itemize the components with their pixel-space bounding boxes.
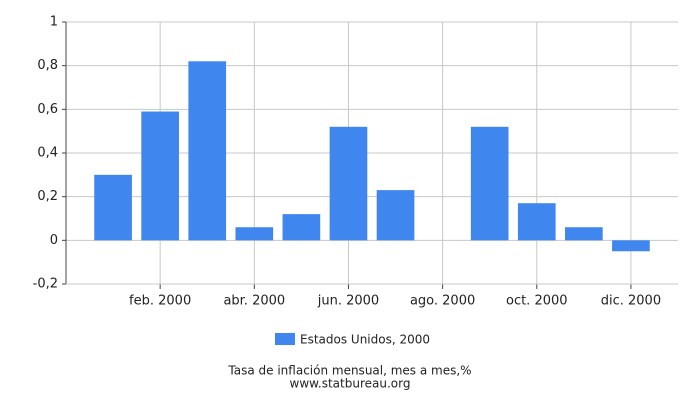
y-tick-label: 0 xyxy=(50,233,58,248)
bar xyxy=(235,227,274,241)
y-tick-label: 0,4 xyxy=(37,146,58,161)
x-tick-label: dic. 2000 xyxy=(601,294,661,309)
y-tick-label: 0,8 xyxy=(37,58,58,73)
y-tick-label: 0,2 xyxy=(37,189,58,204)
y-tick-label: 1 xyxy=(50,15,58,30)
bar xyxy=(94,174,132,241)
bar xyxy=(329,126,368,241)
legend-swatch xyxy=(275,333,295,345)
x-tick-label: jun. 2000 xyxy=(317,294,379,309)
bar xyxy=(141,111,179,241)
bar xyxy=(282,214,321,241)
caption: Tasa de inflación mensual, mes a mes,% xyxy=(227,364,471,378)
y-tick-label: 0,6 xyxy=(37,102,58,117)
bar xyxy=(517,203,556,241)
bar xyxy=(376,190,415,241)
x-tick-label: oct. 2000 xyxy=(506,294,568,309)
legend-label: Estados Unidos, 2000 xyxy=(300,333,430,347)
x-tick-label: abr. 2000 xyxy=(223,294,285,309)
bar xyxy=(470,126,509,241)
bar xyxy=(188,61,227,241)
x-tick-label: ago. 2000 xyxy=(410,294,475,309)
bar xyxy=(612,240,650,252)
source: www.statbureau.org xyxy=(290,377,411,391)
x-tick-label: feb. 2000 xyxy=(129,294,191,309)
y-tick-label: -0,2 xyxy=(33,277,58,292)
bar xyxy=(565,227,603,241)
